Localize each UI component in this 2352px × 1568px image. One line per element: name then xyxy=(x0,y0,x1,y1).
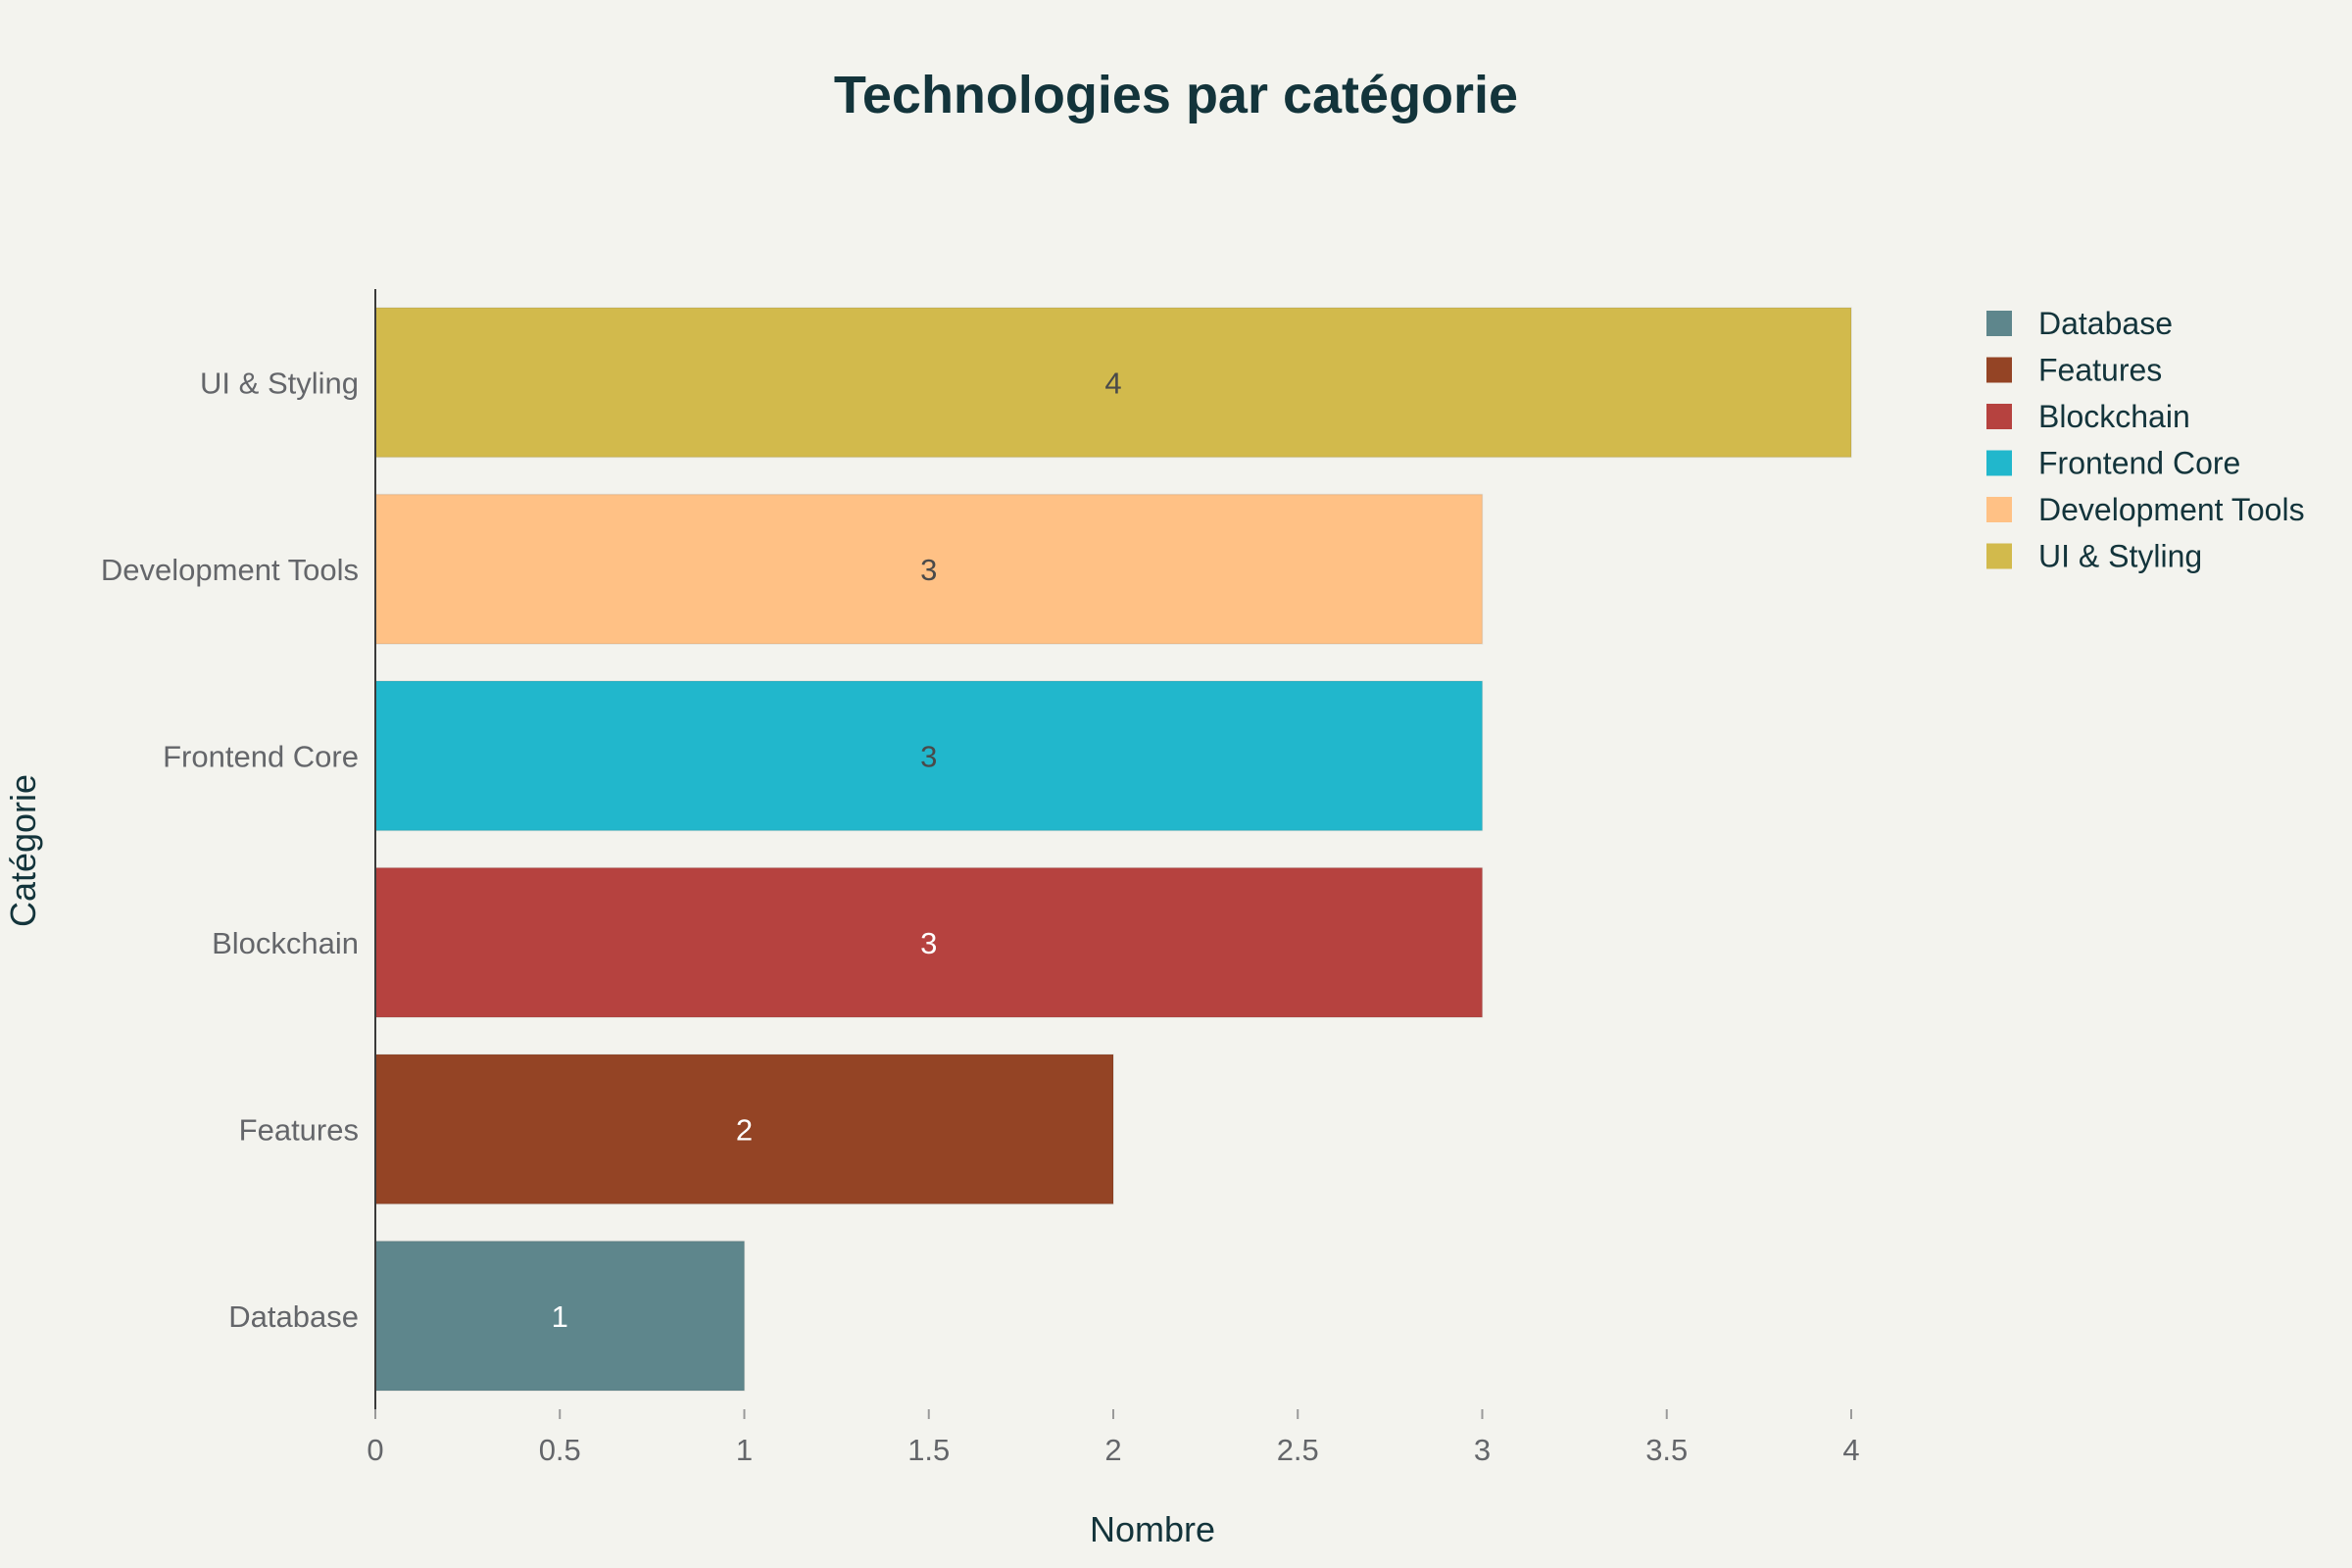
bar-label-development-tools: 3 xyxy=(920,553,937,587)
legend-swatch xyxy=(1986,450,2012,476)
bar-label-ui-styling: 4 xyxy=(1104,366,1121,400)
legend-item-blockchain[interactable]: Blockchain xyxy=(1986,399,2190,434)
x-axis-ticks: 0 0.5 1 1.5 2 2.5 3 3.5 4 xyxy=(367,1409,1860,1467)
bar-blockchain xyxy=(374,866,1484,1018)
legend-label: UI & Styling xyxy=(2038,539,2202,574)
y-tick-frontend-core: Frontend Core xyxy=(163,739,359,773)
legend-item-development-tools[interactable]: Development Tools xyxy=(1986,492,2305,527)
legend-label: Frontend Core xyxy=(2038,446,2240,481)
legend-item-database[interactable]: Database xyxy=(1986,306,2173,341)
chart-title: Technologies par catégorie xyxy=(834,66,1518,124)
y-tick-blockchain: Blockchain xyxy=(212,926,359,960)
x-tick-label: 0 xyxy=(367,1433,383,1467)
legend-item-ui-styling[interactable]: UI & Styling xyxy=(1986,539,2202,574)
legend[interactable]: Database Features Blockchain Frontend Core D… xyxy=(1986,306,2305,574)
bar-label-blockchain: 3 xyxy=(920,926,937,960)
y-tick-features: Features xyxy=(239,1112,359,1147)
bar-label-features: 2 xyxy=(736,1112,753,1147)
legend-label: Blockchain xyxy=(2038,399,2190,434)
legend-item-features[interactable]: Features xyxy=(1986,353,2162,388)
y-axis-ticks: Database Features Blockchain Frontend Core D… xyxy=(101,366,359,1334)
legend-swatch xyxy=(1986,311,2012,336)
bars-group: 1 2 3 3 3 4 xyxy=(374,307,1852,1392)
x-tick-label: 1.5 xyxy=(907,1433,950,1467)
legend-swatch xyxy=(1986,497,2012,522)
y-axis-title: Catégorie xyxy=(3,774,43,927)
x-tick-label: 2.5 xyxy=(1277,1433,1319,1467)
y-tick-development-tools: Development Tools xyxy=(101,553,359,587)
bar-development-tools xyxy=(374,493,1484,645)
legend-label: Database xyxy=(2038,306,2173,341)
bar-features xyxy=(374,1054,1114,1205)
legend-swatch xyxy=(1986,357,2012,383)
x-tick-label: 3 xyxy=(1474,1433,1491,1467)
legend-label: Features xyxy=(2038,353,2162,388)
x-tick-label: 3.5 xyxy=(1645,1433,1688,1467)
x-tick-label: 4 xyxy=(1842,1433,1859,1467)
bar-ui-styling xyxy=(374,307,1852,459)
legend-label: Development Tools xyxy=(2038,492,2305,527)
legend-swatch xyxy=(1986,543,2012,569)
bar-label-database: 1 xyxy=(552,1299,568,1334)
x-tick-label: 1 xyxy=(736,1433,753,1467)
x-tick-label: 2 xyxy=(1104,1433,1121,1467)
legend-item-frontend-core[interactable]: Frontend Core xyxy=(1986,446,2240,481)
bar-label-frontend-core: 3 xyxy=(920,739,937,773)
x-axis-title: Nombre xyxy=(1090,1509,1215,1549)
bar-frontend-core xyxy=(374,680,1484,832)
y-tick-ui-styling: UI & Styling xyxy=(200,366,359,400)
legend-swatch xyxy=(1986,404,2012,429)
x-tick-label: 0.5 xyxy=(539,1433,581,1467)
bar-database xyxy=(374,1240,746,1392)
y-tick-database: Database xyxy=(228,1299,359,1334)
